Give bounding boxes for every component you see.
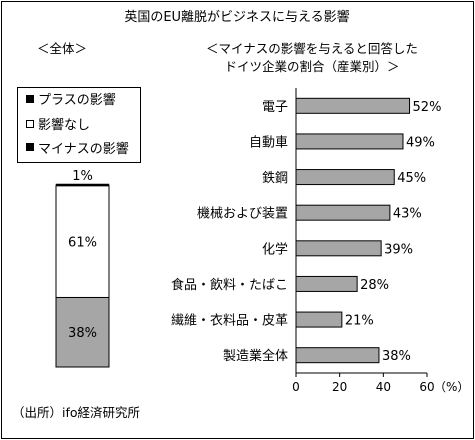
legend-label-none: 影響なし — [38, 117, 90, 133]
x-tick-label: 40 — [376, 380, 391, 394]
stack-label-negative: 38% — [68, 326, 97, 341]
overall-chart-title: ＜全体＞ — [37, 41, 87, 56]
legend-label-positive: プラスの影響 — [38, 92, 116, 108]
bar — [295, 169, 395, 186]
category-label: 化学 — [262, 241, 288, 257]
bar — [295, 97, 411, 114]
category-label: 繊維・衣料品・皮革 — [171, 313, 288, 329]
category-label: 食品・飲料・たばこ — [171, 277, 288, 293]
overall-stacked-column: 38% 61% 1% — [55, 169, 110, 368]
bar — [295, 240, 382, 257]
bar — [295, 311, 343, 328]
legend-box — [17, 87, 141, 163]
industry-chart-title: ＜マイナスの影響を与えると回答した — [206, 41, 418, 56]
category-label: 鉄鋼 — [262, 171, 288, 186]
stack-segment-positive — [55, 183, 110, 187]
figure-title: 英国のEU離脱がビジネスに与える影響 — [124, 9, 349, 25]
legend: プラスの影響 影響なし マイナスの影響 — [17, 87, 141, 163]
bar-value-label: 52% — [413, 100, 442, 115]
x-tick-label: 60 — [419, 380, 434, 394]
bar-value-label: 43% — [393, 207, 422, 222]
legend-swatch-positive — [26, 95, 34, 103]
bar-value-label: 21% — [345, 314, 374, 329]
legend-label-negative: マイナスの影響 — [38, 141, 129, 157]
stack-segment-none — [55, 185, 110, 298]
bar-value-label: 38% — [382, 349, 411, 364]
stack-label-positive: 1% — [72, 169, 93, 184]
bar — [295, 133, 404, 150]
category-label: 電子 — [262, 100, 288, 115]
industry-chart-subtitle: ドイツ企業の割合（産業別）＞ — [224, 59, 399, 74]
x-tick-label: 20 — [332, 380, 347, 394]
x-axis-unit: （%） — [434, 380, 469, 394]
bar-value-label: 39% — [384, 242, 413, 257]
bar-value-label: 28% — [360, 278, 389, 293]
stack-label-none: 61% — [68, 236, 97, 251]
legend-swatch-negative — [26, 143, 34, 151]
category-label: 自動車 — [249, 135, 288, 150]
bar — [295, 204, 391, 221]
category-label: 機械および装置 — [197, 207, 288, 222]
category-label: 製造業全体 — [223, 348, 288, 364]
bar-value-label: 45% — [397, 171, 426, 186]
industry-bar-chart: 電子 52% 自動車 49% 鉄鋼 45% 機械および装置 43% 化学 39% 食品・飲料・たばこ… — [171, 88, 469, 394]
legend-swatch-none — [26, 120, 34, 128]
bar-value-label: 49% — [406, 135, 435, 150]
bar — [295, 275, 358, 292]
x-tick-label: 0 — [292, 380, 300, 394]
source-note: （出所）ifo経済研究所 — [12, 405, 140, 420]
bar — [295, 347, 380, 364]
